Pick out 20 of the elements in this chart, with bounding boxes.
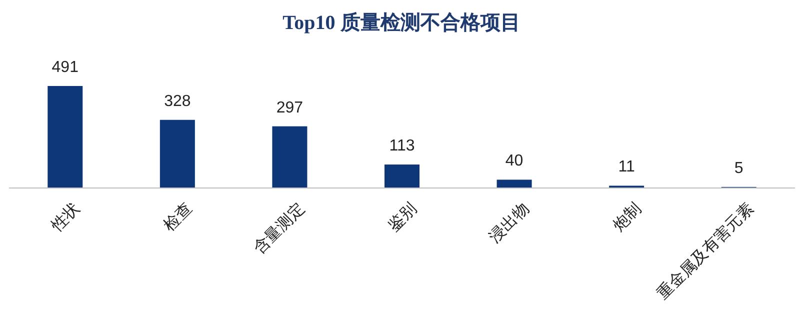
data-label: 491 xyxy=(52,59,79,76)
bar xyxy=(48,86,83,188)
data-label: 11 xyxy=(618,158,635,176)
x-tick-label: 鉴别 xyxy=(386,200,420,235)
data-label: 328 xyxy=(164,92,191,110)
bar xyxy=(272,126,308,188)
x-tick-label: 炮制 xyxy=(609,199,645,235)
data-label: 5 xyxy=(734,160,744,177)
bar xyxy=(384,164,420,188)
x-tick-label: 性状 xyxy=(47,199,84,236)
x-tick-label: 含量测定 xyxy=(250,199,308,258)
x-tick-label: 重金属及有害元素 xyxy=(654,199,758,303)
bar xyxy=(496,180,532,188)
data-label: 113 xyxy=(389,138,415,155)
chart-title: Top10 质量检测不合格项目 xyxy=(282,11,520,34)
x-tick-label: 检查 xyxy=(160,199,196,235)
x-tick-label: 浸出物 xyxy=(486,199,532,246)
data-label: 297 xyxy=(276,99,304,116)
data-label: 40 xyxy=(505,152,524,170)
bar xyxy=(160,120,195,188)
